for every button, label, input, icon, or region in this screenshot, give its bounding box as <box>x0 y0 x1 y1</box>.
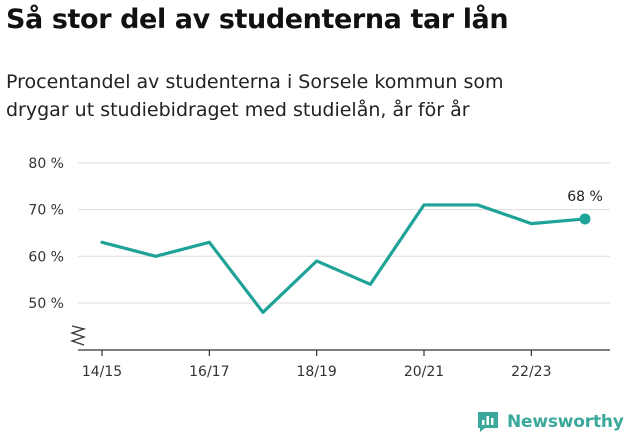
y-axis: 50 % 60 % 70 % 80 % <box>28 156 87 346</box>
last-data-point <box>579 213 591 225</box>
x-tick-label: 20/21 <box>404 364 444 380</box>
last-value-label: 68 % <box>567 189 603 205</box>
y-tick-label: 70 % <box>28 203 64 219</box>
x-tick-label: 22/23 <box>511 364 551 380</box>
y-tick-label: 80 % <box>28 156 64 172</box>
series-line <box>100 203 587 314</box>
axis-break-icon <box>69 325 87 346</box>
y-tick-label: 50 % <box>28 296 64 312</box>
brand: Newsworthy <box>476 408 624 436</box>
y-tick-label: 60 % <box>28 249 64 265</box>
x-tick-label: 18/19 <box>296 364 336 380</box>
annotations: 68 % <box>567 189 603 205</box>
chart-title: Så stor del av studenterna tar lån <box>6 4 509 35</box>
brand-name: Newsworthy <box>507 412 624 432</box>
x-axis: 14/15 16/17 18/19 20/21 22/23 <box>78 349 610 380</box>
x-tick-label: 14/15 <box>82 364 122 380</box>
x-tick-label: 16/17 <box>189 364 229 380</box>
series <box>100 203 591 314</box>
subtitle-line-2: drygar ut studiebidraget med studielån, … <box>6 99 470 121</box>
subtitle-line-1: Procentandel av studenterna i Sorsele ko… <box>6 71 504 93</box>
newsworthy-logo-icon <box>478 412 498 432</box>
chart-subtitle: Procentandel av studenterna i Sorsele ko… <box>6 68 606 124</box>
gridlines <box>78 162 610 304</box>
